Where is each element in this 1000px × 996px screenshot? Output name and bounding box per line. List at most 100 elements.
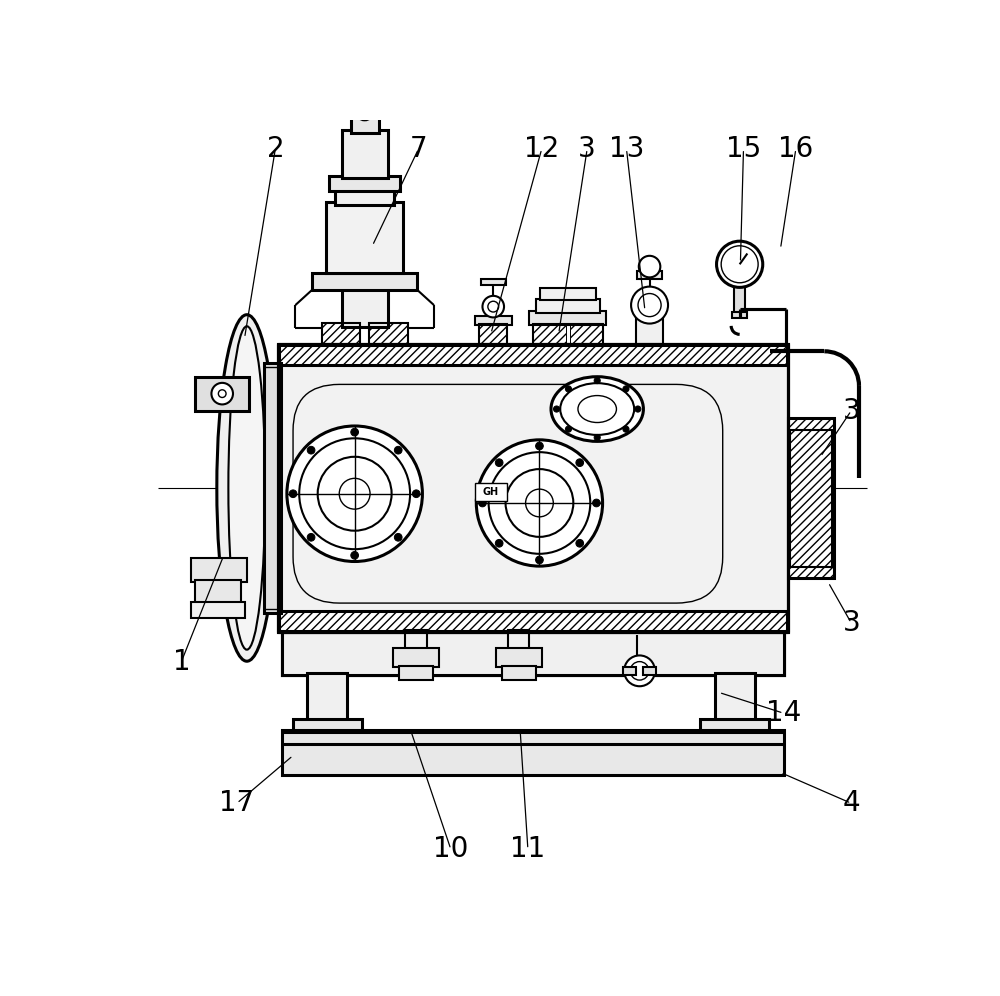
Text: 12: 12 — [524, 134, 559, 162]
Bar — [700, 718, 769, 732]
Circle shape — [479, 499, 486, 507]
Circle shape — [339, 478, 370, 509]
Bar — [191, 558, 247, 583]
Bar — [307, 673, 347, 721]
Circle shape — [287, 426, 422, 562]
Text: 13: 13 — [609, 134, 644, 162]
Bar — [715, 673, 755, 721]
Circle shape — [412, 490, 420, 498]
Bar — [329, 175, 400, 191]
Circle shape — [318, 457, 392, 531]
Circle shape — [495, 459, 503, 466]
Ellipse shape — [560, 383, 634, 435]
Bar — [195, 580, 241, 604]
Circle shape — [526, 489, 553, 517]
Bar — [502, 666, 536, 680]
Text: 3: 3 — [578, 134, 596, 162]
Circle shape — [211, 382, 233, 404]
Text: 3: 3 — [842, 610, 860, 637]
Circle shape — [594, 434, 600, 440]
Circle shape — [593, 499, 600, 507]
Ellipse shape — [551, 376, 643, 441]
Text: 16: 16 — [778, 134, 813, 162]
Circle shape — [394, 534, 402, 541]
Bar — [508, 630, 529, 649]
Text: 17: 17 — [219, 789, 254, 818]
Bar — [195, 376, 249, 411]
Text: GH: GH — [483, 487, 499, 497]
Circle shape — [721, 246, 758, 283]
Bar — [278, 344, 788, 632]
Bar — [348, 84, 382, 90]
Bar — [399, 666, 433, 680]
Bar — [475, 316, 512, 325]
Text: 14: 14 — [766, 699, 801, 727]
Bar — [293, 718, 362, 732]
Circle shape — [717, 241, 763, 288]
Circle shape — [355, 102, 374, 121]
Bar — [335, 188, 394, 205]
Circle shape — [576, 459, 584, 466]
Bar — [570, 324, 603, 344]
Bar — [342, 130, 388, 178]
Circle shape — [594, 377, 600, 383]
Circle shape — [630, 661, 649, 680]
Bar — [279, 346, 787, 366]
Circle shape — [218, 389, 226, 397]
Bar — [788, 418, 834, 579]
Bar — [282, 632, 784, 674]
Circle shape — [488, 301, 499, 312]
Bar — [342, 287, 388, 327]
Bar — [637, 271, 662, 279]
Circle shape — [476, 440, 603, 566]
Bar — [282, 632, 784, 674]
Circle shape — [482, 296, 504, 318]
Bar — [405, 630, 427, 649]
Circle shape — [576, 540, 584, 547]
Circle shape — [299, 438, 410, 549]
Circle shape — [307, 534, 315, 541]
Bar — [732, 312, 747, 318]
Circle shape — [289, 490, 297, 498]
Circle shape — [635, 406, 641, 412]
Bar — [326, 202, 403, 273]
Bar — [479, 324, 507, 344]
Circle shape — [495, 540, 503, 547]
Circle shape — [489, 452, 590, 554]
Text: 7: 7 — [410, 134, 427, 162]
Text: 1: 1 — [173, 647, 190, 675]
Bar — [282, 632, 784, 674]
Circle shape — [631, 287, 668, 324]
Bar — [790, 430, 832, 567]
Circle shape — [623, 426, 629, 432]
Bar — [734, 284, 745, 315]
Bar — [264, 363, 281, 614]
Bar — [191, 602, 245, 619]
Circle shape — [351, 552, 358, 559]
Circle shape — [639, 256, 660, 277]
Bar — [369, 323, 408, 344]
Text: 15: 15 — [726, 134, 761, 162]
Circle shape — [638, 294, 661, 317]
Circle shape — [623, 385, 629, 392]
Bar — [536, 299, 600, 313]
Bar — [279, 611, 787, 630]
Bar — [529, 311, 606, 325]
Bar — [369, 323, 408, 344]
Text: 4: 4 — [842, 789, 860, 818]
Circle shape — [536, 556, 543, 564]
Circle shape — [506, 469, 573, 537]
Circle shape — [536, 442, 543, 450]
Ellipse shape — [217, 315, 277, 661]
Bar — [475, 483, 507, 501]
Bar — [322, 323, 360, 344]
Bar — [533, 324, 566, 344]
Bar — [479, 324, 507, 344]
Bar — [496, 647, 542, 667]
Circle shape — [394, 446, 402, 454]
Circle shape — [307, 446, 315, 454]
Bar — [351, 111, 379, 132]
Bar — [278, 344, 788, 632]
Bar — [279, 611, 787, 630]
Ellipse shape — [228, 327, 265, 649]
